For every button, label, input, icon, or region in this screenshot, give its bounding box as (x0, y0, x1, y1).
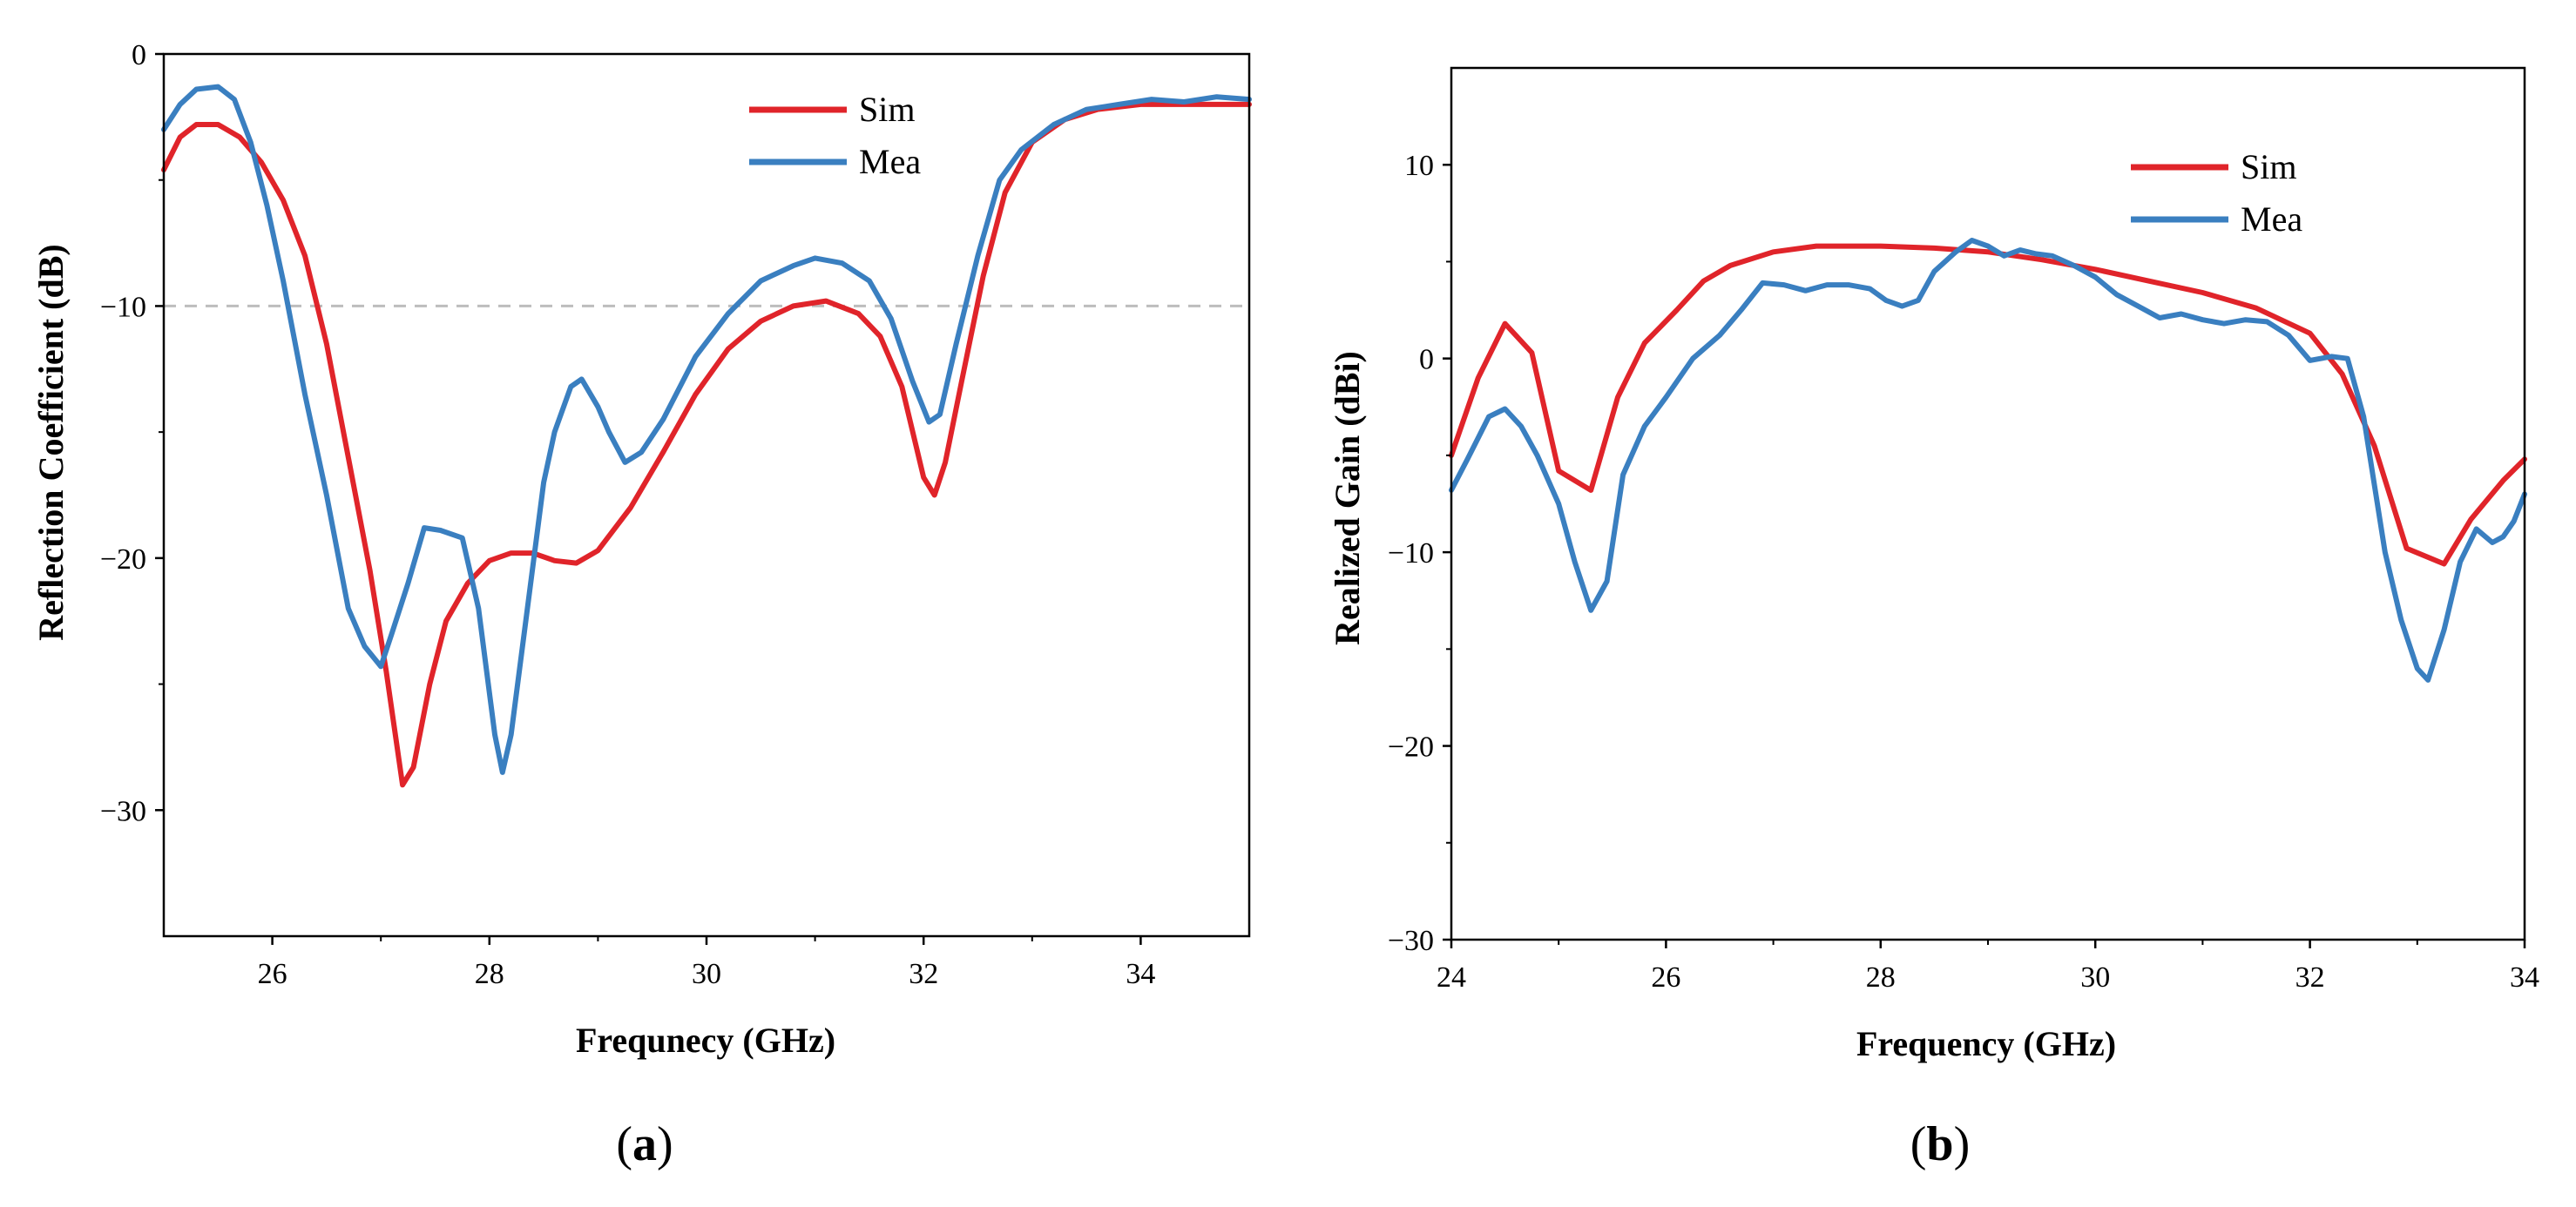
y-tick-label: 0 (132, 39, 146, 71)
panel-label: (b) (1910, 1117, 1970, 1171)
legend-label-mea: Mea (2241, 199, 2302, 239)
legend-label-sim: Sim (2241, 147, 2296, 186)
x-tick-label: 32 (909, 958, 938, 990)
x-tick-label: 30 (692, 958, 721, 990)
series-line-sim (161, 101, 1252, 788)
y-tick-label: −30 (100, 795, 146, 827)
series-line-mea (1449, 238, 2527, 683)
y-tick-label: −20 (100, 543, 146, 576)
y-tick-label: −10 (100, 291, 146, 323)
panel-label: (a) (616, 1117, 673, 1171)
panel-a: 26 28 30 32 34 0 −10 −20 −30 Frequnecy (GHz) Ref… (31, 39, 1252, 1171)
x-tick-label: 32 (2295, 961, 2325, 994)
y-tick-label: 10 (1404, 150, 1434, 182)
y-axis-label: Reflection Coefficient (dB) (31, 244, 71, 640)
panel-letter: a (632, 1117, 657, 1171)
x-tick-label: 28 (475, 958, 504, 990)
legend-label-mea: Mea (859, 142, 921, 181)
y-tick-label: −20 (1388, 732, 1434, 764)
panel-letter: b (1926, 1117, 1953, 1171)
x-tick-label: 34 (2510, 961, 2539, 994)
y-axis-label: Realized Gain (dBi) (1328, 351, 1367, 645)
x-axis-label: Frequnecy (GHz) (576, 1021, 835, 1060)
x-tick-label: 28 (1866, 961, 1896, 994)
x-tick-label: 26 (1651, 961, 1680, 994)
x-tick-label: 34 (1126, 958, 1155, 990)
series-line-mea (161, 84, 1252, 775)
y-tick-label: −10 (1388, 537, 1434, 570)
x-tick-label: 30 (2080, 961, 2110, 994)
x-axis-label: Frequency (GHz) (1856, 1024, 2116, 1063)
x-tick-label: 26 (258, 958, 287, 990)
y-tick-label: 0 (1419, 344, 1434, 376)
panel-b: 24 26 28 30 32 34 10 0 −10 −20 −30 Frequency (GHz)… (1328, 66, 2539, 1171)
plot-frame (1450, 66, 2526, 941)
x-tick-label: 24 (1437, 961, 1466, 994)
series-line-sim (1449, 243, 2527, 567)
y-tick-label: −30 (1388, 925, 1434, 957)
legend-label-sim: Sim (859, 90, 915, 129)
